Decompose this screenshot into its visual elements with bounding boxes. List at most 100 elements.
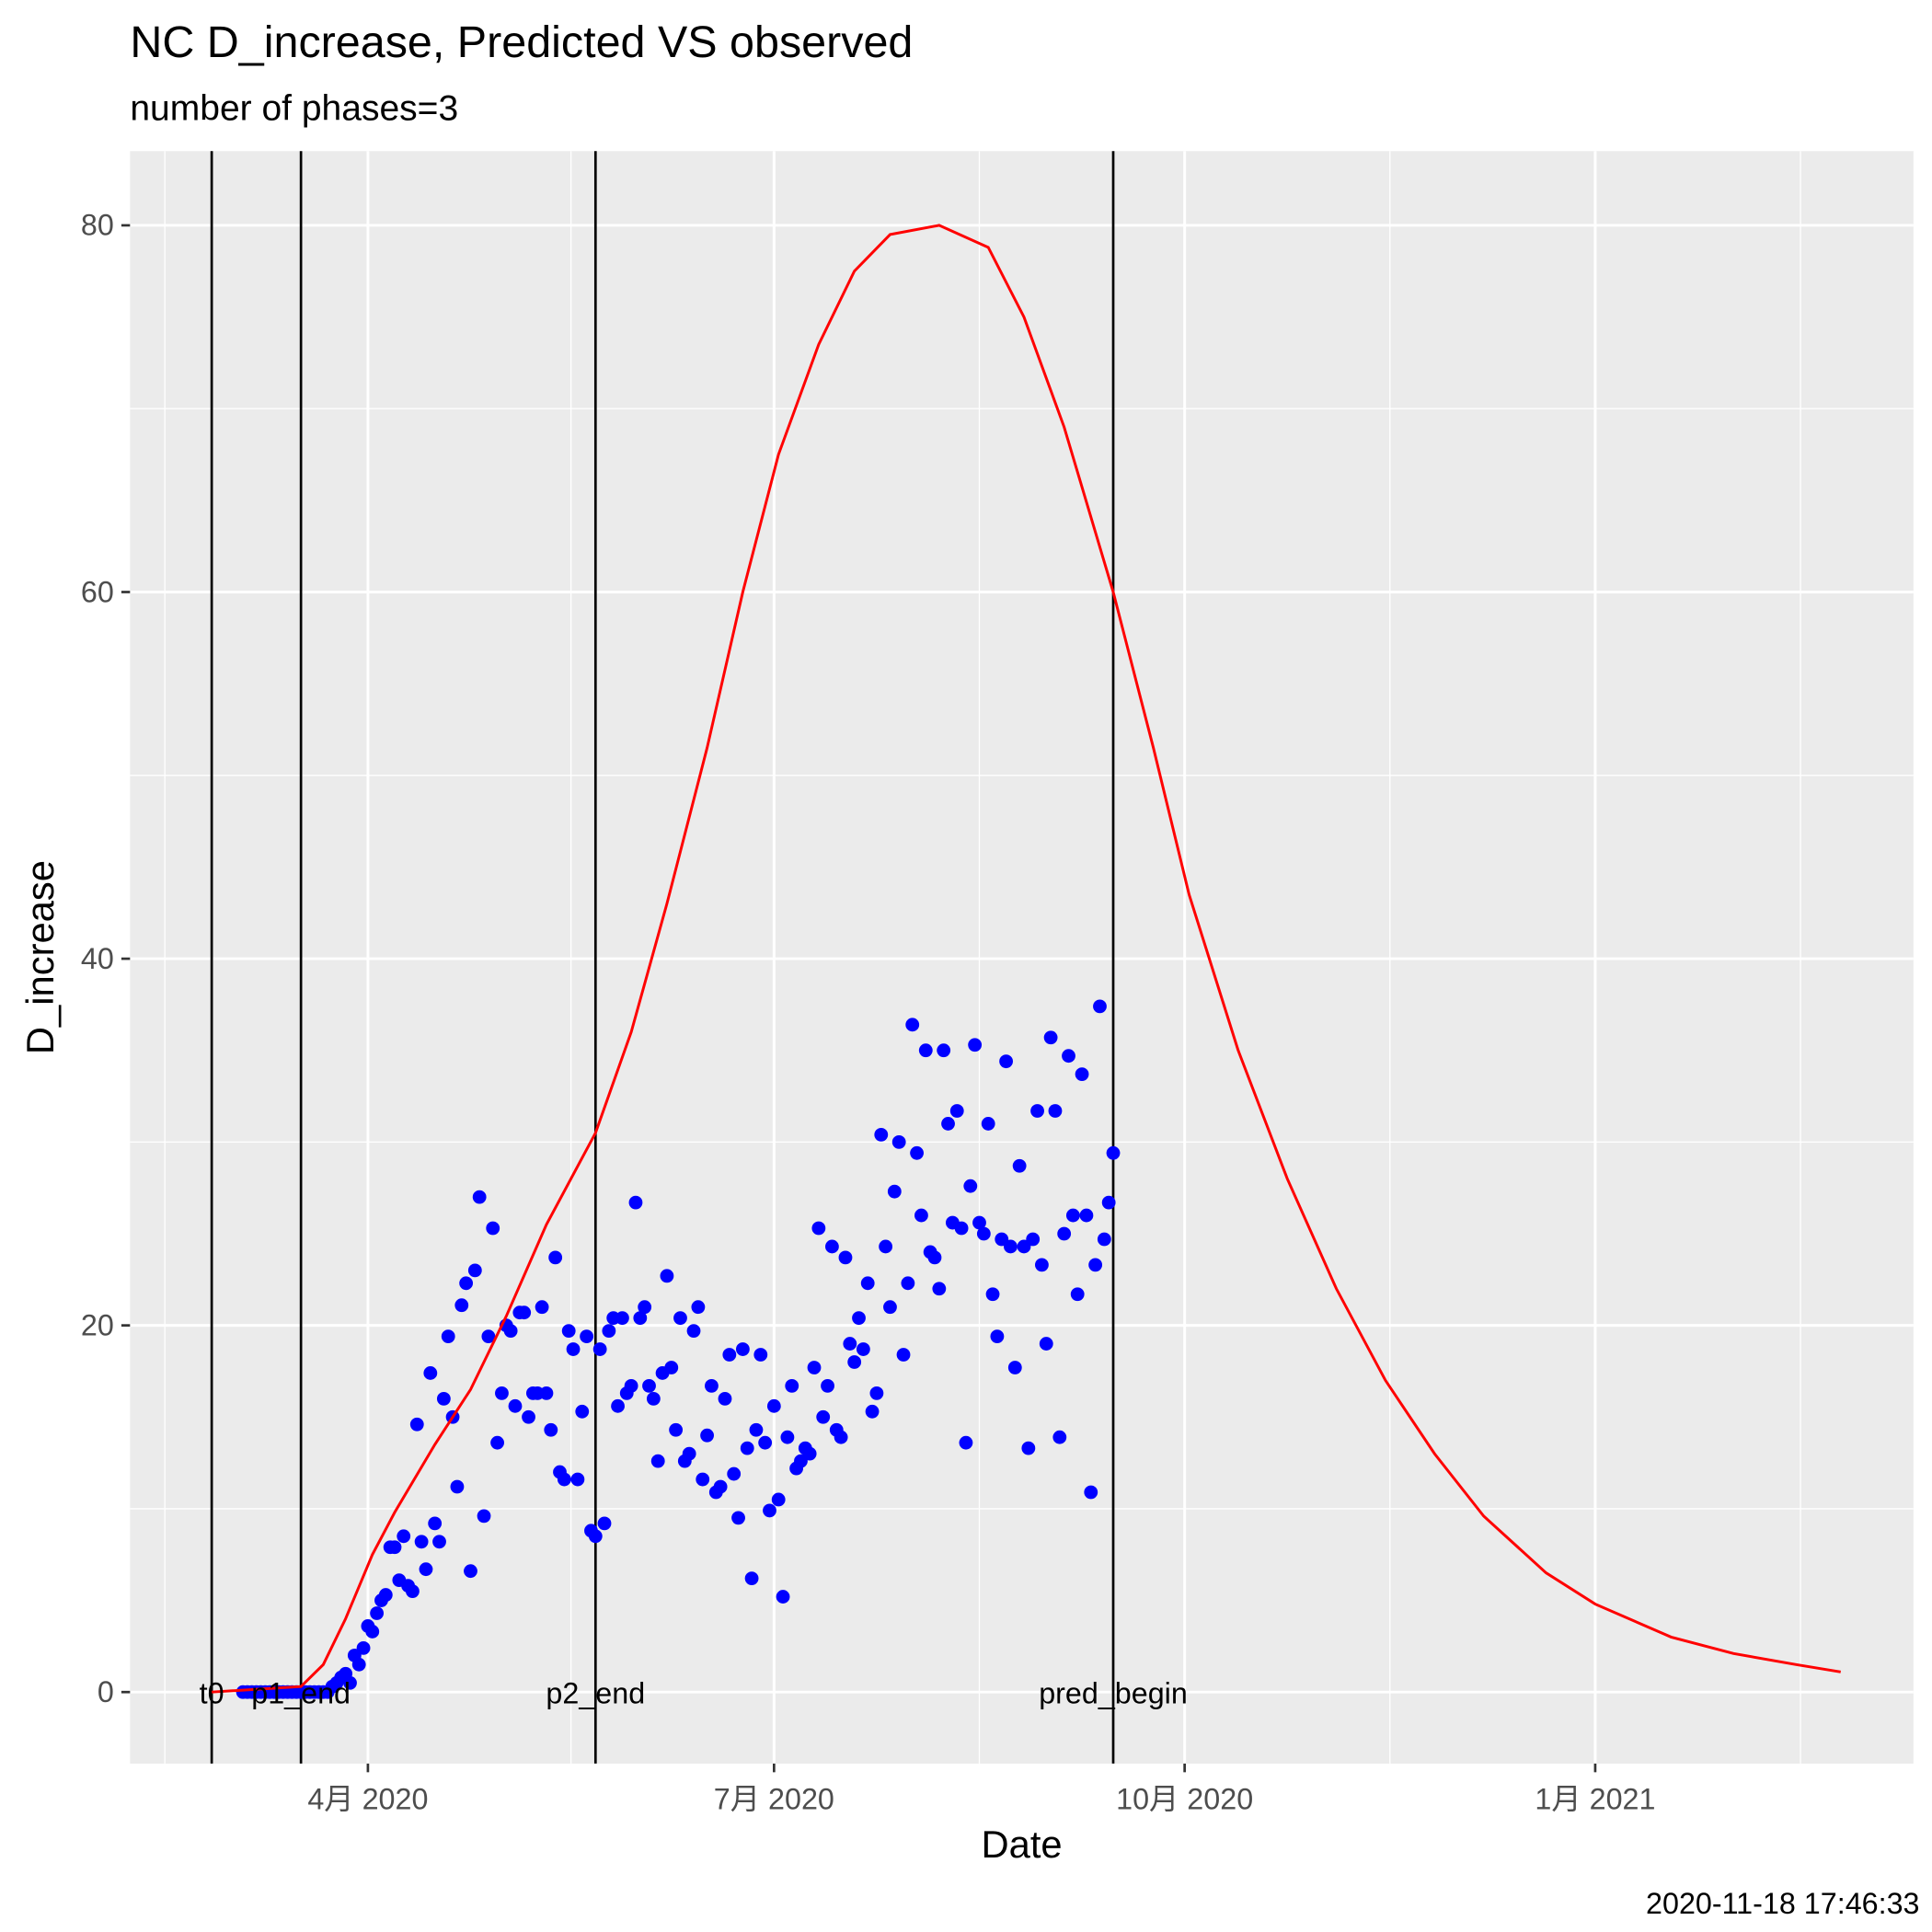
point xyxy=(753,1348,768,1362)
point xyxy=(816,1409,831,1424)
point xyxy=(588,1529,603,1544)
point xyxy=(414,1535,429,1549)
point xyxy=(771,1492,786,1507)
point xyxy=(1097,1232,1111,1247)
point xyxy=(441,1329,455,1343)
x-tick-label: 1月 2021 xyxy=(1535,1783,1655,1816)
point xyxy=(821,1378,834,1393)
point xyxy=(454,1298,469,1313)
point xyxy=(1088,1258,1103,1272)
point xyxy=(954,1221,969,1236)
point xyxy=(927,1250,942,1265)
y-tick-label: 40 xyxy=(81,942,114,975)
phase-label: p2_end xyxy=(546,1676,645,1709)
point xyxy=(592,1342,607,1356)
point xyxy=(370,1606,385,1620)
point xyxy=(981,1117,995,1131)
point xyxy=(467,1263,482,1278)
x-tick-label: 7月 2020 xyxy=(714,1783,834,1816)
point xyxy=(423,1366,438,1380)
point xyxy=(763,1503,776,1518)
point xyxy=(749,1422,764,1437)
point xyxy=(522,1409,535,1424)
point xyxy=(495,1386,509,1400)
point xyxy=(378,1588,393,1602)
point xyxy=(802,1446,817,1461)
point xyxy=(1030,1104,1044,1118)
point xyxy=(705,1378,719,1393)
point xyxy=(1062,1049,1075,1064)
point xyxy=(879,1239,893,1254)
point xyxy=(1043,1030,1058,1045)
point xyxy=(1039,1337,1053,1351)
point xyxy=(905,1018,920,1032)
point xyxy=(985,1287,1000,1302)
point xyxy=(575,1404,590,1419)
point xyxy=(673,1311,687,1326)
y-tick-label: 20 xyxy=(81,1308,114,1341)
point xyxy=(758,1435,773,1450)
point xyxy=(356,1640,371,1655)
point xyxy=(481,1329,496,1343)
point xyxy=(557,1472,571,1487)
point xyxy=(785,1378,799,1393)
point xyxy=(450,1479,465,1494)
point xyxy=(691,1300,706,1315)
point xyxy=(1026,1232,1041,1247)
y-tick-label: 0 xyxy=(98,1675,114,1708)
point xyxy=(650,1454,665,1468)
point xyxy=(959,1435,973,1450)
point xyxy=(1057,1226,1072,1241)
point xyxy=(976,1226,991,1241)
point xyxy=(544,1422,558,1437)
point xyxy=(1106,1145,1121,1160)
point xyxy=(633,1311,648,1326)
point xyxy=(611,1398,625,1413)
y-tick-label: 60 xyxy=(81,575,114,608)
point xyxy=(570,1472,585,1487)
point xyxy=(727,1466,742,1481)
grid: 0 20 40 60 80 4月 2020 7月 2020 10月 2020 1月 2021 xyxy=(81,151,1914,1816)
point xyxy=(963,1179,978,1193)
point xyxy=(602,1324,616,1339)
point xyxy=(428,1516,443,1531)
point xyxy=(990,1329,1005,1343)
point xyxy=(1101,1195,1116,1210)
point xyxy=(731,1511,745,1525)
point xyxy=(419,1562,433,1577)
panel xyxy=(130,151,1914,1764)
point xyxy=(664,1361,679,1374)
point xyxy=(838,1250,853,1265)
line xyxy=(212,224,1841,1694)
point xyxy=(869,1386,884,1400)
point xyxy=(535,1300,549,1315)
y-axis-title: D_increase xyxy=(18,860,62,1054)
point xyxy=(1070,1287,1085,1302)
point xyxy=(932,1282,947,1296)
point xyxy=(472,1190,487,1204)
point xyxy=(615,1311,629,1326)
chart-title: NC D_increase, Predicted VS observed xyxy=(130,17,913,67)
point xyxy=(459,1276,474,1291)
point xyxy=(624,1378,638,1393)
point xyxy=(918,1043,933,1058)
phase-label: p1_end xyxy=(251,1676,351,1709)
point xyxy=(464,1564,477,1579)
caption: 2020-11-18 17:46:33 xyxy=(1646,1887,1920,1920)
point xyxy=(351,1657,366,1672)
marks: t0 p1_end p2_end pred_begin xyxy=(200,151,1841,1764)
point xyxy=(766,1398,781,1413)
point xyxy=(1007,1361,1022,1374)
point xyxy=(436,1391,451,1406)
point xyxy=(949,1104,964,1118)
point xyxy=(539,1386,554,1400)
x-tick-label: 4月 2020 xyxy=(307,1783,428,1816)
point xyxy=(999,1054,1014,1069)
point xyxy=(972,1215,986,1230)
point xyxy=(852,1311,866,1326)
point xyxy=(1004,1239,1018,1254)
point xyxy=(638,1300,652,1315)
point xyxy=(696,1472,710,1487)
